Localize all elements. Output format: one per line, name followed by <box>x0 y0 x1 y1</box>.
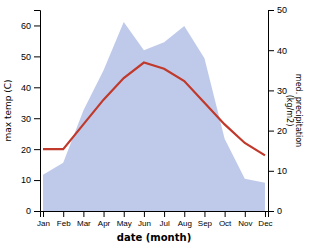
x-tick-label: Dec <box>258 219 272 228</box>
temperature-line <box>43 63 265 156</box>
x-tick: Jan <box>37 211 50 228</box>
y-tick: 50 <box>21 52 40 62</box>
precipitation-area <box>43 22 265 211</box>
x-tick-mark <box>265 211 266 217</box>
y-tick-label: 0 <box>26 206 31 216</box>
axis-line <box>41 212 269 218</box>
x-tick-label: Jul <box>159 219 169 228</box>
y-tick: 0 <box>26 206 40 216</box>
y-tick-mark <box>34 211 40 212</box>
x-tick-label: Oct <box>219 219 232 228</box>
y2-axis-title: med. precipitation(kg/m2) <box>285 74 303 147</box>
x-tick-mark <box>245 211 246 217</box>
y2-tick: 20 <box>268 126 287 136</box>
y-tick-mark <box>34 180 40 181</box>
y-tick-mark <box>34 25 40 26</box>
y2-tick-label: 10 <box>277 166 287 176</box>
y-tick: 40 <box>21 83 40 93</box>
y2-tick: 0 <box>268 206 282 216</box>
x-tick-mark <box>144 211 145 217</box>
x-tick-mark <box>204 211 205 217</box>
y-tick-label: 30 <box>21 114 31 124</box>
y-tick-label: 20 <box>21 145 31 155</box>
y-tick-mark <box>34 56 40 57</box>
y2-tick-label: 0 <box>277 206 282 216</box>
x-tick-mark <box>225 211 226 217</box>
x-tick-label: Jun <box>138 219 151 228</box>
y-tick-mark <box>34 118 40 119</box>
y-tick-label: 50 <box>21 52 31 62</box>
x-tick-label: Nov <box>238 219 252 228</box>
y-tick: 20 <box>21 145 40 155</box>
y2-tick-mark <box>268 131 274 132</box>
y2-tick-label: 20 <box>277 126 287 136</box>
y-axis-title: max temp (C) <box>3 79 13 141</box>
x-tick: Apr <box>98 211 111 228</box>
y2-tick-mark <box>268 211 274 212</box>
x-tick-label: Sep <box>198 219 213 228</box>
y2-tick: 30 <box>268 86 287 96</box>
x-tick-mark <box>164 211 165 217</box>
y-tick: 60 <box>21 21 40 31</box>
x-tick-mark <box>184 211 185 217</box>
x-axis: Jan Feb Mar Apr May Jun Jul Aug Sep Oct Nov Dec <box>37 211 273 228</box>
x-tick-mark <box>43 211 44 217</box>
y-tick: 10 <box>21 175 40 185</box>
x-tick-mark <box>124 211 125 217</box>
x-tick-label: Feb <box>57 219 71 228</box>
y-tick-mark <box>34 149 40 150</box>
x-tick: Nov <box>238 211 252 228</box>
x-tick: Sep <box>198 211 213 228</box>
y2-tick-label: 40 <box>277 46 287 56</box>
x-tick-mark <box>63 211 64 217</box>
y2-tick: 50 <box>268 5 287 15</box>
x-tick: Aug <box>178 211 192 228</box>
y-tick-mark <box>34 87 40 88</box>
x-tick: Oct <box>219 211 232 228</box>
y2-tick-mark <box>268 90 274 91</box>
y-tick-label: 40 <box>21 83 31 93</box>
y-tick-label: 10 <box>21 175 31 185</box>
x-tick: May <box>117 211 132 228</box>
y2-tick-mark <box>268 10 274 11</box>
axis-line <box>269 11 275 212</box>
y-tick-label: 60 <box>21 21 31 31</box>
x-tick-mark <box>104 211 105 217</box>
y-tick: 30 <box>21 114 40 124</box>
plot: Jan Feb Mar Apr May Jun Jul Aug Sep Oct Nov Dec 0 10 2… <box>21 5 287 227</box>
axis-line <box>34 11 41 212</box>
x-tick: Dec <box>258 211 272 228</box>
y2-axis: 0 10 20 30 40 50 <box>268 5 287 216</box>
x-tick-label: May <box>117 219 132 228</box>
x-tick: Jun <box>138 211 151 228</box>
y2-tick: 40 <box>268 46 287 56</box>
y2-tick: 10 <box>268 166 287 176</box>
chart: Jan Feb Mar Apr May Jun Jul Aug Sep Oct Nov Dec 0 10 2… <box>0 0 318 247</box>
x-tick-label: Aug <box>178 219 192 228</box>
x-tick-label: Apr <box>98 219 111 228</box>
x-tick: Mar <box>77 211 91 228</box>
x-axis-title: date (month) <box>117 232 191 243</box>
x-tick-label: Mar <box>77 219 91 228</box>
y-axis: 0 10 20 30 40 50 60 <box>21 11 41 217</box>
x-tick: Jul <box>159 211 169 228</box>
marks <box>43 22 265 211</box>
x-tick-label: Jan <box>37 219 50 228</box>
x-tick: Feb <box>57 211 71 228</box>
y2-tick-mark <box>268 171 274 172</box>
y2-tick-label: 50 <box>277 5 287 15</box>
y2-tick-mark <box>268 50 274 51</box>
x-tick-mark <box>83 211 84 217</box>
